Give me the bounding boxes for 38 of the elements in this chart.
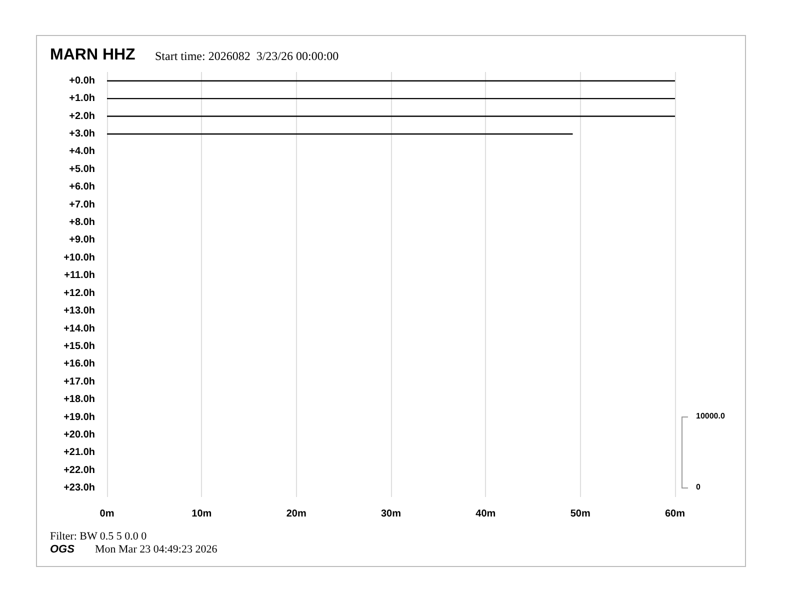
x-tick-label: 0m [100, 508, 114, 520]
y-tick-label: +7.0h [69, 199, 95, 210]
y-tick-label: +1.0h [69, 93, 95, 104]
y-tick-label: +12.0h [64, 288, 95, 299]
x-tick-label: 60m [664, 508, 686, 520]
y-tick-label: +21.0h [64, 447, 95, 458]
y-tick-label: +10.0h [64, 252, 95, 264]
y-tick-label: +3.0h [69, 128, 95, 140]
y-tick-label: +15.0h [64, 340, 95, 352]
x-tick-label: 50m [570, 508, 590, 520]
y-tick-label: +5.0h [69, 164, 95, 175]
x-tick-label: 10m [192, 508, 212, 520]
y-tick-label: +19.0h [64, 412, 95, 423]
y-tick-label: +4.0h [69, 146, 95, 158]
y-tick-label: +17.0h [64, 376, 95, 388]
x-tick-label: 20m [286, 508, 306, 520]
y-tick-label: +0.0h [69, 75, 95, 86]
text: Filter: BW 0.5 5 0.0 0 [50, 530, 148, 542]
y-tick-label: +14.0h [64, 323, 95, 334]
text: OGS [50, 544, 76, 556]
chart-subtitle: Start time: 2026082 3/23/26 00:00:00 [155, 49, 339, 63]
y-tick-label: +6.0h [69, 182, 95, 193]
text: 10000.0 [696, 412, 726, 420]
y-tick-label: +13.0h [64, 306, 95, 317]
y-tick-label: +11.0h [64, 270, 95, 282]
x-tick-label: 40m [476, 508, 496, 520]
chart-title: MARN HHZ [50, 46, 136, 64]
y-tick-label: +16.0h [64, 358, 95, 370]
text: Mon Mar 23 04:49:23 2026 [95, 544, 218, 556]
y-tick-label: +2.0h [69, 110, 95, 122]
x-tick-label: 30m [380, 508, 402, 520]
y-tick-label: +22.0h [64, 464, 95, 476]
y-tick-label: +20.0h [64, 430, 95, 441]
text: 0 [696, 482, 701, 492]
y-tick-label: +9.0h [69, 234, 95, 246]
y-tick-label: +18.0h [64, 394, 95, 406]
y-tick-label: +8.0h [69, 217, 95, 228]
y-tick-label: +23.0h [64, 482, 95, 494]
